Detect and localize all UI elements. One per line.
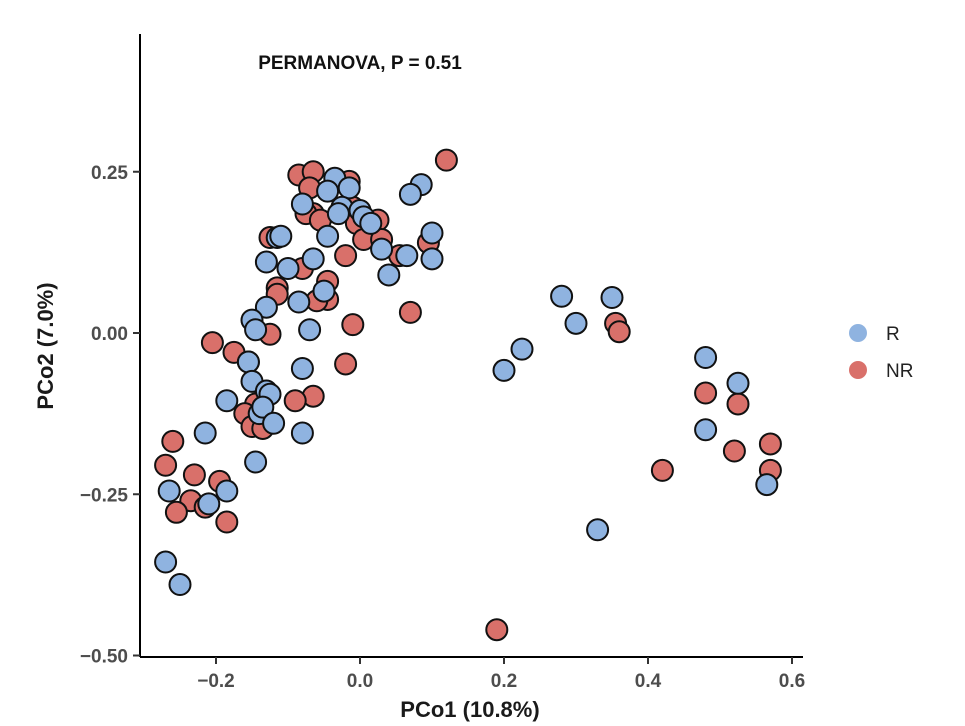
point-nr — [182, 463, 206, 487]
point-r — [215, 479, 239, 503]
point-r — [420, 221, 444, 245]
point-nr — [334, 352, 358, 376]
x-tick-label: 0.0 — [347, 671, 373, 692]
point-r — [251, 395, 275, 419]
point-nr — [398, 300, 422, 324]
point-nr — [215, 510, 239, 534]
point-nr — [334, 244, 358, 268]
point-r — [377, 263, 401, 287]
point-r — [600, 286, 624, 310]
point-nr — [694, 381, 718, 405]
point-nr — [283, 389, 307, 413]
point-nr — [161, 429, 185, 453]
point-nr — [164, 500, 188, 524]
point-r — [312, 279, 336, 303]
point-r — [254, 295, 278, 319]
point-r — [694, 346, 718, 370]
legend-label-r: R — [886, 324, 900, 345]
x-tick-label: −0.2 — [197, 671, 235, 692]
point-r — [550, 284, 574, 308]
point-r — [694, 418, 718, 442]
point-r — [197, 492, 221, 516]
point-nr — [758, 432, 782, 456]
point-r — [154, 550, 178, 574]
point-r — [586, 518, 610, 542]
point-nr — [722, 439, 746, 463]
point-nr — [485, 618, 509, 642]
point-r — [301, 247, 325, 271]
legend-label-nr: NR — [886, 361, 913, 382]
point-r — [290, 356, 314, 380]
x-axis-title: PCo1 (10.8%) — [400, 697, 539, 722]
legend-key-nr — [849, 361, 867, 379]
y-tick-label: 0.25 — [91, 163, 128, 184]
point-r — [287, 290, 311, 314]
axes — [139, 34, 803, 658]
point-nr — [154, 453, 178, 477]
point-r — [316, 179, 340, 203]
y-ticks: −0.50 −0.25 0.00 0.25 — [80, 163, 140, 668]
point-nr — [434, 148, 458, 172]
legend: R NR — [849, 324, 913, 382]
x-tick-label: 0.6 — [779, 671, 805, 692]
point-r — [420, 247, 444, 271]
point-r — [290, 421, 314, 445]
point-r — [726, 371, 750, 395]
point-r — [254, 250, 278, 274]
x-ticks: −0.2 0.0 0.2 0.4 0.6 — [197, 657, 805, 692]
point-r — [395, 244, 419, 268]
point-nr — [607, 320, 631, 344]
point-r — [244, 318, 268, 342]
legend-key-r — [849, 324, 867, 342]
y-tick-label: −0.25 — [80, 485, 129, 506]
point-nr — [726, 392, 750, 416]
point-r — [755, 473, 779, 497]
point-r — [157, 479, 181, 503]
point-r — [510, 337, 534, 361]
point-r — [168, 573, 192, 597]
y-axis-title: PCo2 (7.0%) — [33, 282, 58, 409]
point-nr — [650, 458, 674, 482]
point-r — [244, 450, 268, 474]
point-r — [359, 211, 383, 235]
point-r — [193, 421, 217, 445]
point-r — [492, 358, 516, 382]
point-r — [398, 182, 422, 206]
point-r — [236, 350, 260, 374]
data-points — [154, 148, 782, 642]
permanova-annotation: PERMANOVA, P = 0.51 — [258, 53, 462, 74]
point-r — [564, 311, 588, 335]
point-r — [326, 202, 350, 226]
point-r — [370, 237, 394, 261]
x-tick-label: 0.4 — [635, 671, 662, 692]
point-r — [337, 176, 361, 200]
point-r — [298, 318, 322, 342]
point-nr — [200, 331, 224, 355]
y-tick-label: −0.50 — [80, 647, 128, 668]
point-r — [316, 224, 340, 248]
point-r — [269, 224, 293, 248]
point-nr — [341, 313, 365, 337]
point-r — [262, 411, 286, 435]
point-r — [276, 257, 300, 280]
x-tick-label: 0.2 — [491, 671, 517, 692]
point-r — [215, 389, 239, 413]
y-tick-label: 0.00 — [91, 324, 128, 345]
point-r — [290, 192, 314, 216]
